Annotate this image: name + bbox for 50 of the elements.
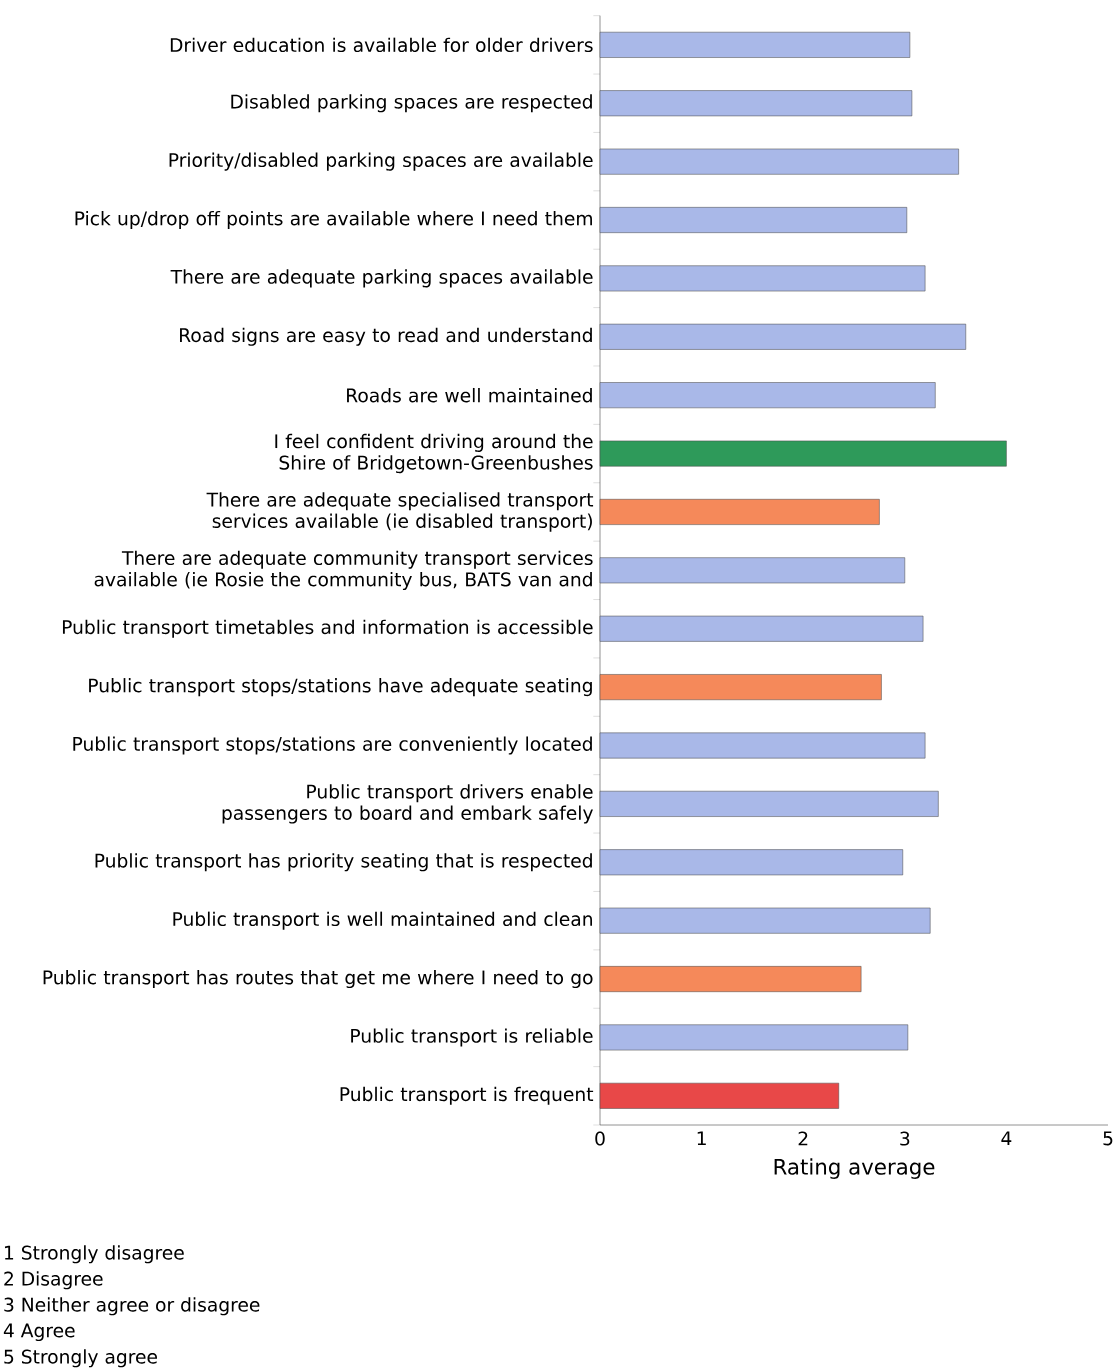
y-tick-label: Public transport is well maintained and clean [173,911,592,930]
bar [599,557,906,584]
bar [599,31,911,58]
y-tick-label: Road signs are easy to read and understand [180,327,592,346]
bar [599,382,936,409]
bar [599,1024,909,1051]
x-tick-label: 0 [595,1131,605,1146]
y-tick-label: Roads are well maintained [347,387,592,403]
bar [599,323,967,350]
bar [599,674,882,701]
y-tick-label: Priority/disabled parking spaces are available [169,152,593,171]
y-tick-label: Public transport stops/stations have adequate seating [89,678,592,697]
bar [599,207,908,233]
x-tick-label: 5 [1103,1131,1113,1146]
y-tick-label: There are adequate specialised transport services available (ie disabled transport) [206,492,594,532]
text: 2 Disagree [4,1271,103,1290]
y-tick-label: Public transport timetables and information is accessible [62,619,593,638]
bar [599,849,904,876]
bar [599,499,880,525]
y-tick-label: Public transport has priority seating that is respected [95,853,592,872]
bar [599,790,939,817]
y-tick-label: Public transport stops/stations are conveniently located [73,736,592,755]
y-tick-label: There are adequate community transport services available (ie Rosie the community bus, BATS van and [94,550,593,591]
y-tick-label: Public transport drivers enable passengers to board and embark safely [222,784,593,824]
y-tick-label: Public transport is frequent [340,1086,594,1105]
bar [599,1082,840,1109]
bar [599,732,926,759]
x-axis-title: Rating average [774,1158,935,1179]
y-tick-label: Driver education is available for older drivers [170,37,593,53]
x-tick-label: 1 [697,1131,706,1146]
bar [599,440,1007,467]
y-tick-label: Public transport has routes that get me where I need to go [43,970,593,989]
bar [599,615,924,642]
bar [599,907,931,934]
y-tick-label: Disabled parking spaces are respected [231,94,592,113]
y-tick-label: There are adequate parking spaces available [170,269,593,288]
bar [599,966,862,992]
x-tick-label: 3 [900,1131,910,1146]
bar [599,90,913,117]
text: 5 Strongly agree [4,1349,157,1368]
bar [599,265,926,292]
y-tick-label: I feel confident driving around the Shire of Bridgetown-Greenbushes [275,433,593,474]
text: 1 Strongly disagree [4,1245,184,1264]
bar [599,148,959,175]
text: 4 Agree [3,1323,75,1342]
x-tick-label: 4 [1001,1131,1012,1146]
text: 3 Neither agree or disagree [4,1297,260,1316]
y-tick-label: Public transport is reliable [351,1028,593,1047]
y-tick-label: Pick up/drop off points are available where I need them [75,210,592,230]
x-tick-label: 2 [798,1131,808,1146]
